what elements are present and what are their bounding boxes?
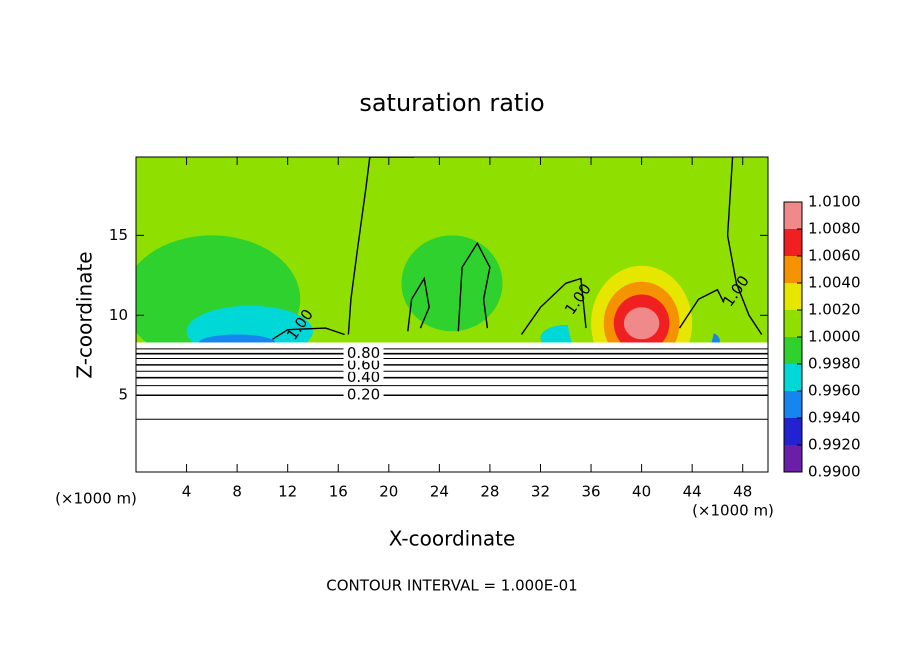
field-region: [623, 307, 660, 340]
y-axis-label: Z-coordinate: [73, 251, 97, 378]
y-tick-label: 10: [109, 306, 128, 324]
colorbar-tick-label: 1.0040: [808, 274, 861, 292]
x-unit: (×1000 m): [55, 490, 137, 508]
colorbar-band: [784, 445, 802, 472]
x-unit: (×1000 m): [692, 502, 774, 520]
colorbar-tick-label: 0.9940: [808, 409, 861, 427]
colorbar-tick-label: 0.9960: [808, 382, 861, 400]
contour-label-bg: [343, 370, 384, 385]
contour-label-bg: [343, 388, 384, 403]
x-tick-label: 12: [278, 483, 297, 501]
x-tick-label: 48: [733, 483, 752, 501]
x-tick-label: 16: [329, 483, 348, 501]
plot-frame: [135, 156, 769, 473]
x-tick-label: 20: [379, 483, 398, 501]
colorbar-band: [784, 391, 802, 418]
colorbar-band: [784, 256, 802, 283]
x-tick-label: 24: [430, 483, 449, 501]
x-tick-label: 44: [683, 483, 702, 501]
overlay: 0.200.400.600.801.001.00 1.004 8 12 16 20 24 28…: [109, 156, 861, 501]
contour-label-bg: [343, 346, 384, 361]
colorbar-tick-label: 0.9920: [808, 436, 861, 454]
x-tick-label: 32: [531, 483, 550, 501]
y-tick-label: 5: [118, 386, 128, 404]
colorbar-band: [784, 229, 802, 256]
contour-note: CONTOUR INTERVAL = 1.000E-01: [326, 577, 577, 595]
colorbar-tick-label: 0.9900: [808, 463, 861, 481]
colorbar-tick-label: 0.9980: [808, 355, 861, 373]
x-tick-label: 40: [632, 483, 651, 501]
colorbar-band: [784, 337, 802, 364]
contour-label: 0.80: [347, 344, 380, 362]
x-axis-label: X-coordinate: [389, 527, 516, 551]
colorbar-band: [784, 310, 802, 337]
colorbar-tick-label: 1.0060: [808, 247, 861, 265]
x-tick-label: 36: [581, 483, 600, 501]
x-tick-label: 4: [182, 483, 192, 501]
field-region: [401, 235, 503, 332]
colorbar-band: [784, 283, 802, 310]
contour-label: 0.40: [347, 368, 380, 386]
cloud-region: [136, 342, 768, 472]
colorbar-tick-label: 1.0000: [808, 328, 861, 346]
colorbar-tick-label: 1.0020: [808, 301, 861, 319]
contour-line: [272, 157, 763, 340]
chart-title: saturation ratio: [359, 89, 544, 117]
plot-area: [136, 157, 768, 472]
colorbar-band: [784, 202, 802, 229]
x-tick-label: 8: [232, 483, 242, 501]
x-tick-label: 28: [480, 483, 499, 501]
colorbar-band: [784, 418, 802, 445]
contour-label: 0.20: [347, 386, 380, 404]
y-tick-label: 15: [109, 226, 128, 244]
colorbar-tick-label: 1.0100: [808, 193, 861, 211]
colorbar-band: [784, 364, 802, 391]
colorbar-tick-label: 1.0080: [808, 220, 861, 238]
contour-label-bg: [343, 357, 384, 372]
